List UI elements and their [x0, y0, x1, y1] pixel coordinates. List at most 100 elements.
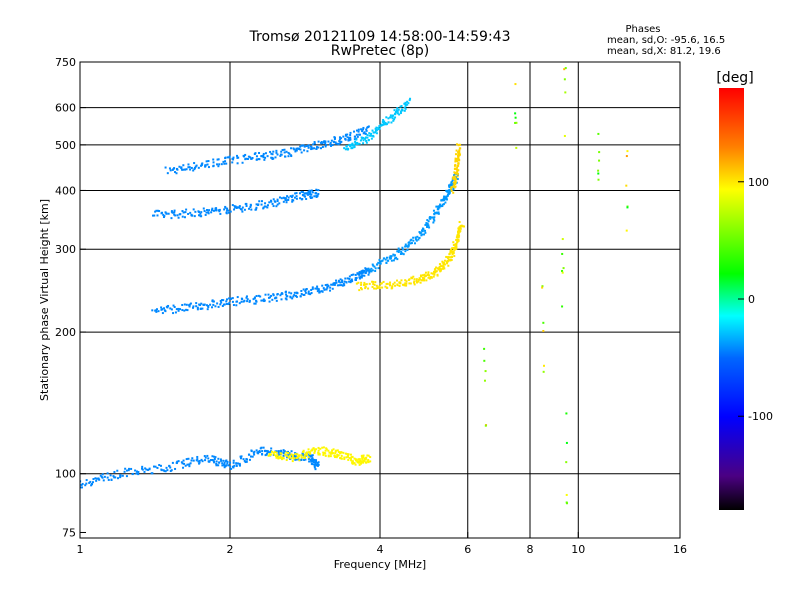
data-point	[365, 141, 368, 144]
data-point	[247, 155, 250, 158]
x-tick-label: 2	[227, 543, 234, 556]
data-point	[405, 284, 408, 287]
data-point	[258, 151, 261, 154]
data-point	[369, 134, 372, 137]
data-point	[159, 464, 162, 467]
data-point	[106, 476, 109, 479]
data-point	[457, 164, 460, 167]
data-point	[334, 452, 337, 455]
data-point	[198, 461, 201, 464]
data-point	[234, 206, 237, 209]
data-point	[372, 264, 375, 267]
data-point	[438, 205, 441, 208]
data-point	[134, 469, 137, 472]
data-point	[353, 462, 356, 465]
data-point	[300, 198, 303, 201]
data-point	[362, 271, 365, 274]
data-point	[302, 194, 305, 197]
data-point	[359, 286, 362, 289]
data-point	[362, 139, 365, 142]
data-point	[316, 285, 319, 288]
data-point	[291, 460, 294, 463]
data-point	[338, 138, 341, 141]
data-point	[206, 163, 209, 166]
data-point	[287, 196, 290, 199]
data-point	[144, 467, 147, 470]
data-point	[246, 298, 249, 301]
data-point	[335, 281, 338, 284]
data-point	[307, 191, 310, 194]
data-point	[457, 156, 460, 159]
data-point	[262, 446, 265, 449]
data-point	[444, 201, 447, 204]
data-point	[276, 293, 279, 296]
data-point	[448, 189, 451, 192]
data-point	[301, 144, 304, 147]
data-point	[456, 241, 459, 244]
data-point	[81, 482, 84, 485]
data-point	[387, 121, 390, 124]
data-point	[418, 277, 421, 280]
data-point	[393, 118, 396, 121]
data-point	[152, 465, 155, 468]
data-point	[188, 463, 191, 466]
data-point	[314, 468, 317, 471]
data-point	[454, 157, 457, 160]
data-point	[483, 347, 486, 350]
data-point	[267, 293, 270, 296]
data-point	[310, 288, 313, 291]
data-point	[413, 283, 416, 286]
data-point	[91, 481, 94, 484]
data-point	[277, 453, 280, 456]
data-point	[298, 459, 301, 462]
data-point	[393, 113, 396, 116]
data-point	[270, 156, 273, 159]
data-point	[91, 483, 94, 486]
data-point	[436, 205, 439, 208]
data-point	[198, 303, 201, 306]
data-point	[270, 450, 273, 453]
data-point	[399, 252, 402, 255]
data-point	[302, 191, 305, 194]
data-point	[404, 282, 407, 285]
data-point	[203, 303, 206, 306]
data-point	[200, 211, 203, 214]
data-point	[201, 307, 204, 310]
data-point	[407, 244, 410, 247]
data-point	[355, 282, 358, 285]
data-point	[561, 252, 564, 255]
data-point	[164, 211, 167, 214]
data-point	[356, 135, 359, 138]
data-point	[453, 186, 456, 189]
data-point	[363, 459, 366, 462]
data-point	[344, 452, 347, 455]
data-point	[155, 310, 158, 313]
data-point	[369, 460, 372, 463]
data-point	[94, 477, 97, 480]
data-point	[543, 364, 546, 367]
data-point	[258, 449, 261, 452]
data-point	[281, 149, 284, 152]
data-point	[442, 261, 445, 264]
x-axis-label: Frequency [MHz]	[334, 558, 426, 571]
data-point	[515, 121, 518, 124]
data-point	[172, 304, 175, 307]
data-point	[350, 278, 353, 281]
data-point	[458, 143, 461, 146]
data-point	[443, 198, 446, 201]
data-point	[350, 274, 353, 277]
data-point	[181, 462, 184, 465]
data-point	[561, 305, 564, 308]
data-point	[455, 244, 458, 247]
data-point	[310, 449, 313, 452]
data-point	[223, 461, 226, 464]
data-point	[423, 273, 426, 276]
data-point	[399, 282, 402, 285]
data-point	[415, 278, 418, 281]
data-point	[365, 129, 368, 132]
data-point	[457, 152, 460, 155]
data-point	[379, 262, 382, 265]
data-point	[292, 295, 295, 298]
data-point	[564, 67, 567, 70]
data-point	[257, 450, 260, 453]
